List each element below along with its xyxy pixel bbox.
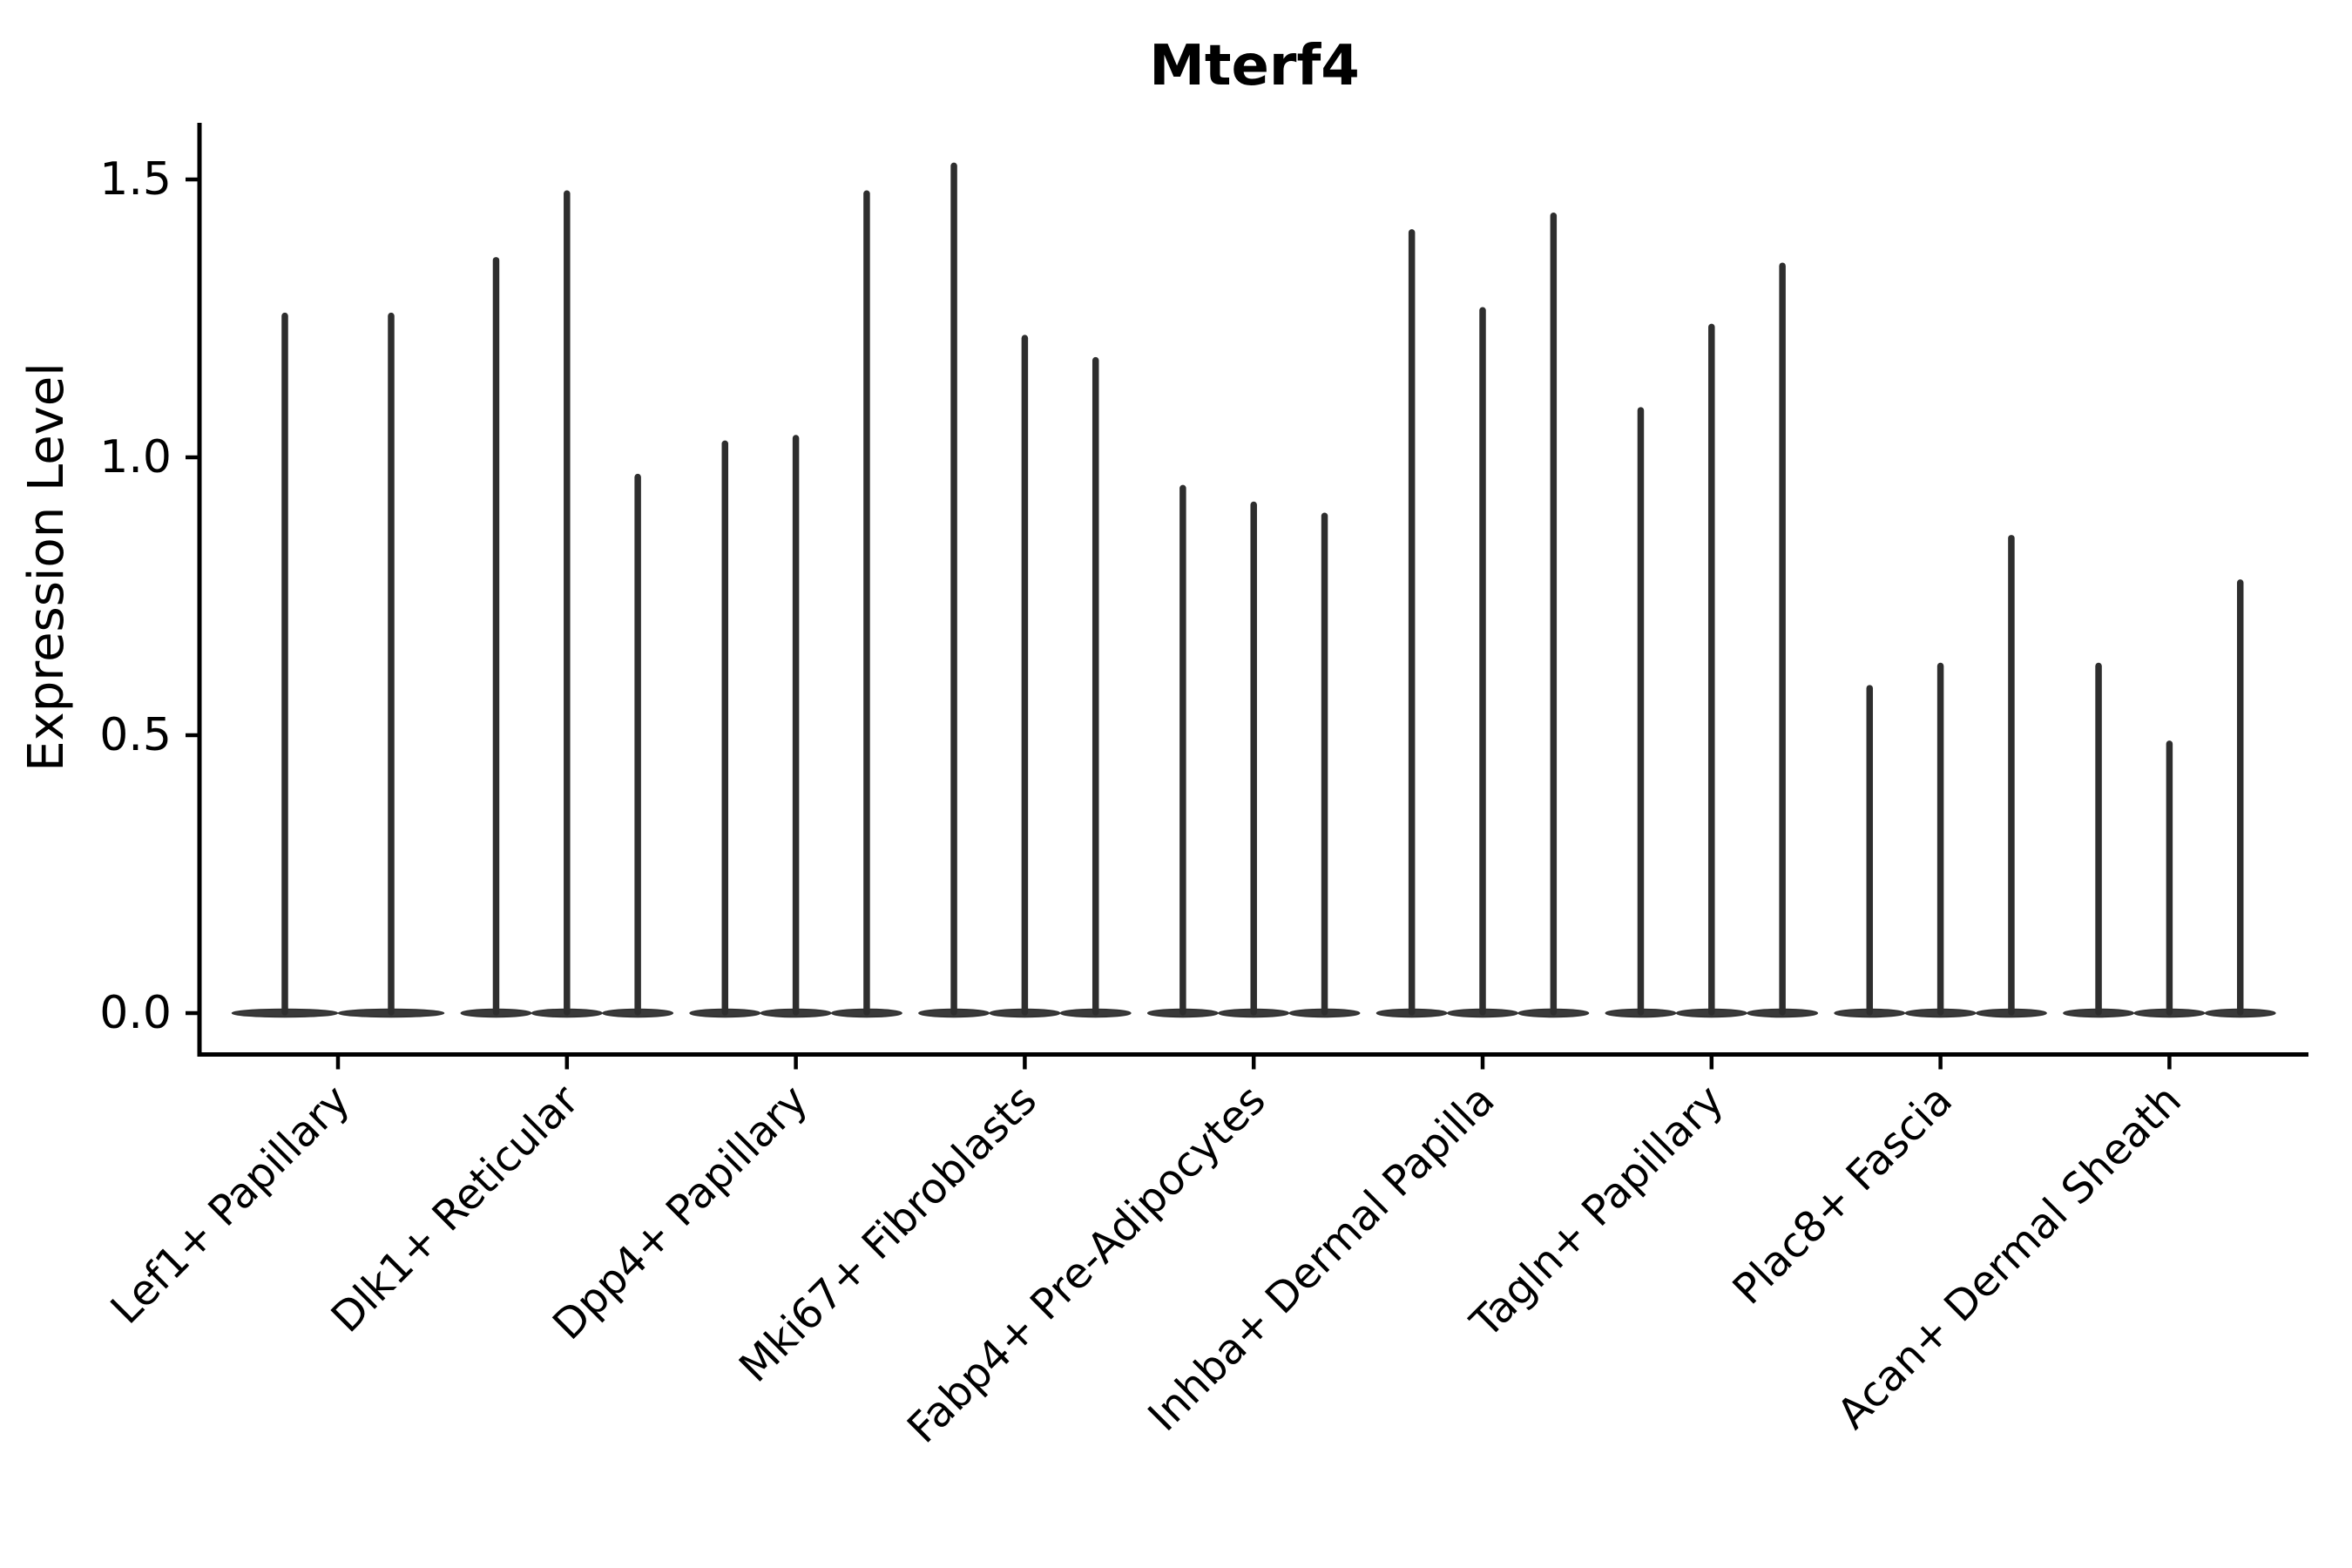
y-tick-label: 1.5 (99, 153, 172, 206)
x-tick-label: Tagln+ Papillary (1461, 1076, 1733, 1348)
y-axis-label: Expression Level (18, 362, 75, 772)
y-tick-label: 1.0 (99, 431, 172, 483)
x-tick-label: Dpp4+ Papillary (544, 1076, 817, 1349)
x-tick-label: Dlk1+ Reticular (322, 1076, 589, 1342)
y-tick-label: 0.5 (99, 709, 172, 761)
chart-title: Mterf4 (1149, 34, 1360, 98)
x-tick-label: Plac8+ Fascia (1724, 1076, 1963, 1315)
y-tick-label: 0.0 (99, 987, 172, 1039)
x-tick-label: Lef1+ Papillary (102, 1076, 360, 1334)
